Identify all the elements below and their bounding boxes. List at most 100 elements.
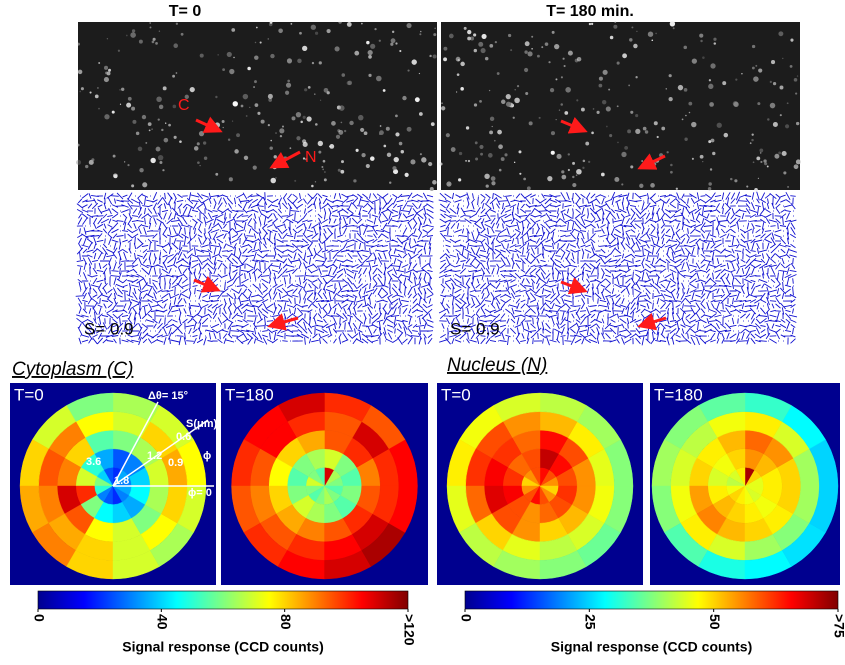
speckle: [602, 100, 606, 104]
speckle: [204, 156, 207, 159]
speckle: [475, 158, 478, 161]
speckle: [383, 89, 386, 92]
speckle: [79, 91, 81, 93]
speckle: [519, 173, 521, 175]
speckle: [669, 97, 673, 101]
speckle: [321, 166, 323, 168]
speckle: [132, 29, 135, 32]
speckle: [340, 170, 344, 174]
speckle: [419, 112, 423, 116]
speckle: [635, 114, 638, 117]
speckle: [614, 21, 616, 23]
speckle: [591, 132, 594, 135]
speckle: [139, 40, 143, 44]
speckle: [399, 50, 401, 52]
speckle: [370, 156, 375, 161]
speckle: [547, 176, 552, 181]
speckle: [420, 153, 422, 155]
colorbar-tick-label: 0: [458, 614, 474, 622]
marker-label: N: [305, 149, 317, 166]
speckle: [419, 73, 420, 74]
speckle: [368, 50, 373, 55]
speckle: [215, 173, 218, 176]
speckle: [449, 34, 454, 39]
speckle: [311, 185, 314, 188]
speckle: [271, 178, 276, 183]
speckle: [269, 146, 272, 149]
speckle: [708, 187, 711, 190]
speckle: [458, 59, 460, 61]
speckle: [243, 94, 248, 99]
speckle: [361, 153, 365, 157]
speckle: [131, 107, 135, 111]
speckle: [429, 55, 431, 57]
speckle: [249, 107, 250, 108]
speckle: [255, 42, 256, 43]
speckle: [489, 44, 493, 48]
speckle: [635, 129, 640, 134]
speckle: [419, 33, 421, 35]
speckle: [773, 82, 776, 85]
speckle: [501, 157, 505, 161]
speckle: [524, 50, 527, 53]
speckle: [470, 36, 474, 40]
speckle: [138, 147, 143, 152]
speckle: [787, 102, 789, 104]
speckle: [670, 21, 675, 26]
speckle: [585, 142, 589, 146]
speckle: [366, 41, 369, 44]
speckle: [710, 63, 715, 68]
speckle: [256, 27, 258, 29]
speckle: [633, 44, 637, 48]
speckle: [308, 86, 311, 89]
speckle: [376, 76, 382, 82]
speckle: [173, 43, 178, 48]
marker-label: C: [178, 97, 190, 114]
speckle: [759, 148, 763, 152]
speckle: [572, 176, 574, 178]
speckle: [699, 34, 703, 38]
speckle: [98, 108, 100, 110]
speckle: [464, 27, 467, 30]
speckle: [692, 58, 697, 63]
speckle: [498, 144, 503, 149]
speckle: [302, 46, 307, 51]
speckle: [90, 91, 92, 93]
speckle: [197, 142, 200, 145]
speckle: [289, 147, 291, 149]
speckle: [613, 25, 617, 29]
group-title: Nucleus (N): [447, 355, 547, 376]
speckle: [551, 131, 555, 135]
speckle: [627, 129, 631, 133]
speckle: [750, 142, 752, 144]
speckle: [379, 134, 380, 135]
speckle: [246, 115, 248, 117]
speckle: [778, 31, 783, 36]
speckle: [368, 74, 371, 77]
speckle: [489, 130, 493, 134]
speckle: [320, 100, 321, 101]
speckle: [412, 59, 417, 64]
speckle: [254, 55, 258, 59]
speckle: [734, 179, 737, 182]
speckle: [466, 126, 469, 129]
speckle: [338, 20, 341, 23]
speckle: [669, 74, 672, 77]
speckle: [128, 97, 132, 101]
speckle: [244, 156, 248, 160]
speckle: [108, 69, 111, 72]
figure: T= 0 T= 180 min. Cytoplasm (C) Nucleus (…: [0, 0, 845, 660]
speckle: [628, 84, 630, 86]
speckle: [501, 100, 506, 105]
speckle: [774, 154, 779, 159]
image-title: T= 0: [169, 3, 202, 20]
speckle: [441, 106, 445, 110]
speckle: [294, 180, 296, 182]
speckle: [387, 153, 391, 157]
speckle: [268, 38, 269, 39]
speckle: [702, 161, 703, 162]
speckle: [126, 35, 128, 37]
speckle: [389, 181, 391, 183]
speckle: [176, 23, 178, 25]
speckle: [229, 69, 234, 74]
